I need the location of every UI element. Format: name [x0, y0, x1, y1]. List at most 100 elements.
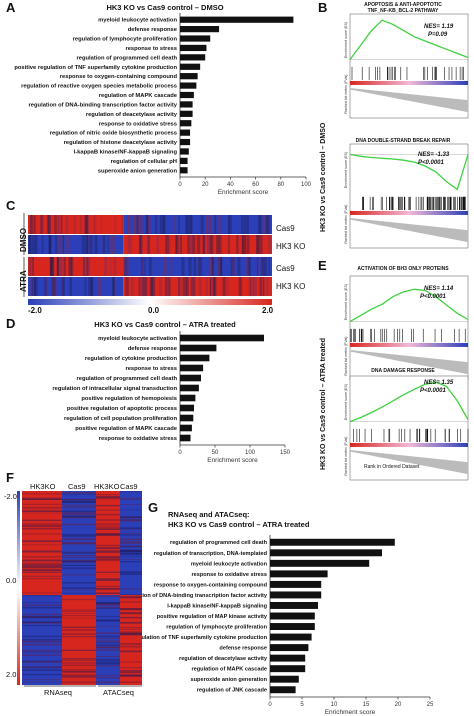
category-label-regulation-of-nitric-oxide-biosynthetic-process: regulation of nitric oxide biosynthetic … [50, 131, 177, 137]
heatmap-block [123, 215, 272, 234]
panel-f-bottom-rnaseq: RNAseq [44, 688, 72, 697]
heatmap-streak [61, 277, 65, 296]
heatmap-streak [62, 610, 96, 612]
heatmap-streak [22, 528, 62, 530]
heatmap-streak [120, 555, 142, 557]
heatmap-streak [120, 667, 142, 669]
heatmap-streak [62, 636, 96, 638]
gsea-b1-plot: Enrichment score (ES) Ranked list metric … [344, 13, 469, 119]
heatmap-streak [82, 257, 86, 276]
x-tick-label-5: 5 [300, 702, 304, 708]
heatmap-streak [120, 519, 142, 520]
bar-positive-regulation-of-tnf-superfamily-cytokine-production [180, 63, 201, 70]
heatmap-streak [120, 549, 142, 552]
heatmap-streak [142, 277, 146, 296]
gsea-e1-plot: Enrichment score (ES) Ranked list metric … [344, 275, 469, 381]
heatmap-streak [202, 235, 206, 254]
heatmap-streak [96, 595, 120, 597]
heatmap-streak [243, 215, 246, 234]
heatmap-streak [96, 588, 120, 590]
heatmap-streak [48, 235, 51, 254]
heatmap-streak [259, 235, 263, 254]
heatmap-streak [215, 235, 220, 254]
heatmap-streak [65, 215, 69, 234]
heatmap-streak [96, 497, 120, 500]
heatmap-streak [179, 235, 183, 254]
heatmap-streak [138, 235, 142, 254]
heatmap-streak [62, 614, 96, 617]
heatmap-streak [96, 509, 120, 511]
heatmap-streak [144, 257, 146, 276]
heatmap-streak [217, 215, 222, 234]
heatmap-streak [165, 235, 167, 254]
category-label-response-to-oxygen-containing-compound: response to oxygen-containing compound [154, 582, 268, 588]
heatmap-streak [165, 277, 168, 296]
heatmap-streak [96, 620, 120, 622]
heatmap-streak [185, 215, 187, 234]
heatmap-block [28, 215, 124, 234]
bar-response-to-oxygen-containing-compound [180, 73, 198, 80]
heatmap-streak [217, 257, 222, 276]
heatmap-block [28, 235, 124, 254]
heatmap-streak [150, 277, 154, 296]
heatmap-streak [96, 674, 120, 676]
heatmap-streak [150, 277, 155, 296]
heatmap-streak [62, 587, 96, 589]
heatmap-streak [120, 545, 142, 548]
category-label-regulation-of-programmed-cell-death: regulation of programmed cell death [77, 55, 178, 61]
heatmap-streak [205, 277, 208, 296]
heatmap-streak [96, 626, 120, 627]
heatmap-streak [57, 257, 60, 276]
heatmap-streak [62, 677, 96, 679]
panel-c-scale-mid: 0.0 [148, 306, 160, 315]
heatmap-block [28, 277, 124, 296]
heatmap-streak [150, 257, 153, 276]
bar-regulation-of-cell-population-proliferation [180, 414, 194, 422]
heatmap-streak [222, 277, 226, 296]
heatmap-streak [212, 257, 215, 276]
heatmap-streak [28, 235, 31, 254]
heatmap-streak [22, 566, 62, 568]
heatmap-streak [127, 257, 130, 276]
heatmap-streak [139, 235, 141, 254]
heatmap-streak [120, 616, 142, 619]
heatmap-streak [248, 277, 251, 296]
heatmap-streak [228, 215, 230, 234]
panel-letter-e: E [318, 258, 327, 273]
heatmap-streak [220, 257, 223, 276]
heatmap-streak [96, 592, 120, 594]
heatmap-streak [237, 257, 241, 276]
heatmap-streak [120, 650, 142, 653]
heatmap-streak [96, 551, 120, 553]
heatmap-block [123, 257, 272, 276]
heatmap-streak [22, 616, 62, 618]
heatmap-streak [22, 533, 62, 535]
heatmap-streak [68, 235, 70, 254]
heatmap-streak [120, 549, 142, 551]
gsea-e2-title: DNA DAMAGE RESPONSE [371, 368, 435, 374]
heatmap-streak [22, 575, 62, 577]
heatmap-streak [188, 257, 192, 276]
enrichment-curve [349, 288, 469, 323]
heatmap-streak [133, 215, 137, 234]
heatmap-block [62, 491, 96, 595]
heatmap-streak [141, 257, 144, 276]
heatmap-streak [83, 215, 86, 234]
category-label-myeloid-leukocyte-activation: myeloid leukocyte activation [98, 336, 177, 342]
heatmap-streak [50, 257, 55, 276]
heatmap-streak [210, 235, 212, 254]
heatmap-streak [28, 257, 33, 276]
category-label-response-to-oxidative-stress: response to oxidative stress [99, 436, 177, 442]
heatmap-streak [96, 523, 120, 525]
heatmap-streak [62, 633, 96, 635]
heatmap-streak [52, 277, 57, 296]
x-tick-label-60: 60 [252, 182, 259, 188]
ranked-metric-area [350, 449, 468, 475]
heatmap-streak [62, 516, 96, 519]
heatmap-streak [81, 235, 84, 254]
heatmap-streak [62, 659, 96, 661]
heatmap-streak [22, 613, 62, 615]
heatmap-streak [22, 673, 62, 676]
heatmap-streak [62, 609, 96, 611]
